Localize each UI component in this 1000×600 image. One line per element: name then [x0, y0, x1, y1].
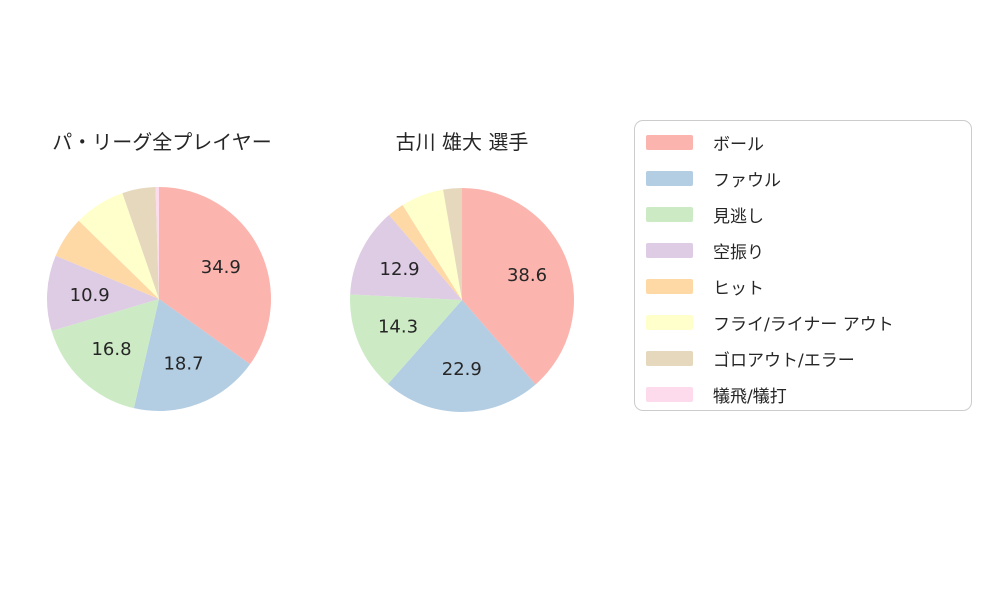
- pie-slice-value-label: 16.8: [91, 339, 131, 360]
- legend-item-label: 空振り: [713, 242, 764, 263]
- legend-swatch-icon: [646, 314, 693, 330]
- pie-chart-pa-league-all-players: 34.9 18.7 16.8 10.9: [47, 187, 271, 412]
- pie-slice: [51, 299, 159, 409]
- legend-item-label: フライ/ライナー アウト: [713, 314, 894, 335]
- legend: ボールファウル見逃し空振りヒットフライ/ライナー アウト ゴロアウト/エラー 犠飛/…: [634, 120, 972, 411]
- pie-slice-value-label: 18.7: [163, 354, 203, 375]
- legend-item: ヒット: [635, 268, 971, 304]
- pie-slice-value-label: 38.6: [507, 265, 547, 286]
- pie-chart-furukawa-yudai: 38.6 22.9 14.3 12.9: [349, 188, 575, 413]
- legend-item-label: ファウル: [713, 170, 781, 191]
- pie-slice: [155, 187, 159, 299]
- pie-slice: [159, 187, 271, 365]
- legend-swatch-icon: [646, 278, 693, 294]
- legend-item-label: ボール: [713, 134, 764, 155]
- legend-swatch-icon: [646, 242, 693, 258]
- legend-item-label: 見逃し: [713, 206, 764, 227]
- pie-slice: [443, 188, 462, 300]
- legend-rows: ボールファウル見逃し空振りヒットフライ/ライナー アウト ゴロアウト/エラー 犠飛/…: [635, 124, 971, 412]
- pie-slice: [350, 215, 462, 300]
- legend-item-label: 犠飛/犠打: [713, 386, 787, 407]
- pie-slice: [388, 205, 462, 300]
- legend-swatch-icon: [646, 386, 693, 402]
- pie-slice: [462, 188, 575, 385]
- pie-slice: [78, 193, 159, 299]
- pie-slice-value-label: 10.9: [70, 285, 110, 306]
- pie-slice: [47, 255, 160, 331]
- pie-slice-value-label: 12.9: [380, 259, 420, 280]
- pie-slice: [402, 189, 462, 300]
- pie-slice-value-label: 34.9: [201, 257, 241, 278]
- legend-item-label: ヒット: [713, 278, 764, 299]
- legend-item-label: ゴロアウト/エラー: [713, 350, 855, 371]
- legend-swatch-icon: [646, 170, 693, 186]
- legend-item: ファウル: [635, 160, 971, 196]
- pie-slice: [349, 294, 462, 385]
- chart-title-pa-league-all-players: パ・リーグ全プレイヤー: [52, 130, 272, 154]
- legend-item: 空振り: [635, 232, 971, 268]
- pie-slice-value-label: 14.3: [378, 317, 418, 338]
- legend-item: 犠飛/犠打: [635, 376, 971, 412]
- legend-item: フライ/ライナー アウト: [635, 304, 971, 340]
- legend-item: ゴロアウト/エラー: [635, 340, 971, 376]
- legend-item: ボール: [635, 124, 971, 160]
- pie-slice: [133, 299, 251, 412]
- legend-swatch-icon: [646, 350, 693, 366]
- pie-slice-value-label: 22.9: [442, 359, 482, 380]
- pie-slice: [122, 187, 159, 299]
- pie-slice: [387, 300, 536, 413]
- chart-title-furukawa-yudai: 古川 雄大 選手: [395, 130, 529, 154]
- legend-swatch-icon: [646, 134, 693, 150]
- legend-swatch-icon: [646, 206, 693, 222]
- pie-slice: [55, 220, 159, 299]
- legend-item: 見逃し: [635, 196, 971, 232]
